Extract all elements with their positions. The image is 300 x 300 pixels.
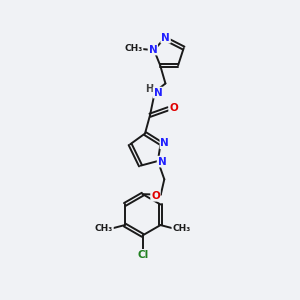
Text: N: N xyxy=(148,45,157,55)
Text: O: O xyxy=(169,103,178,112)
Text: N: N xyxy=(161,33,170,43)
Text: CH₃: CH₃ xyxy=(172,224,190,233)
Text: CH₃: CH₃ xyxy=(95,224,113,233)
Text: H: H xyxy=(145,84,153,94)
Text: N: N xyxy=(158,157,166,166)
Text: N: N xyxy=(160,138,169,148)
Text: CH₃: CH₃ xyxy=(124,44,142,52)
Text: Cl: Cl xyxy=(137,250,148,260)
Text: O: O xyxy=(151,191,160,201)
Text: N: N xyxy=(154,88,162,98)
